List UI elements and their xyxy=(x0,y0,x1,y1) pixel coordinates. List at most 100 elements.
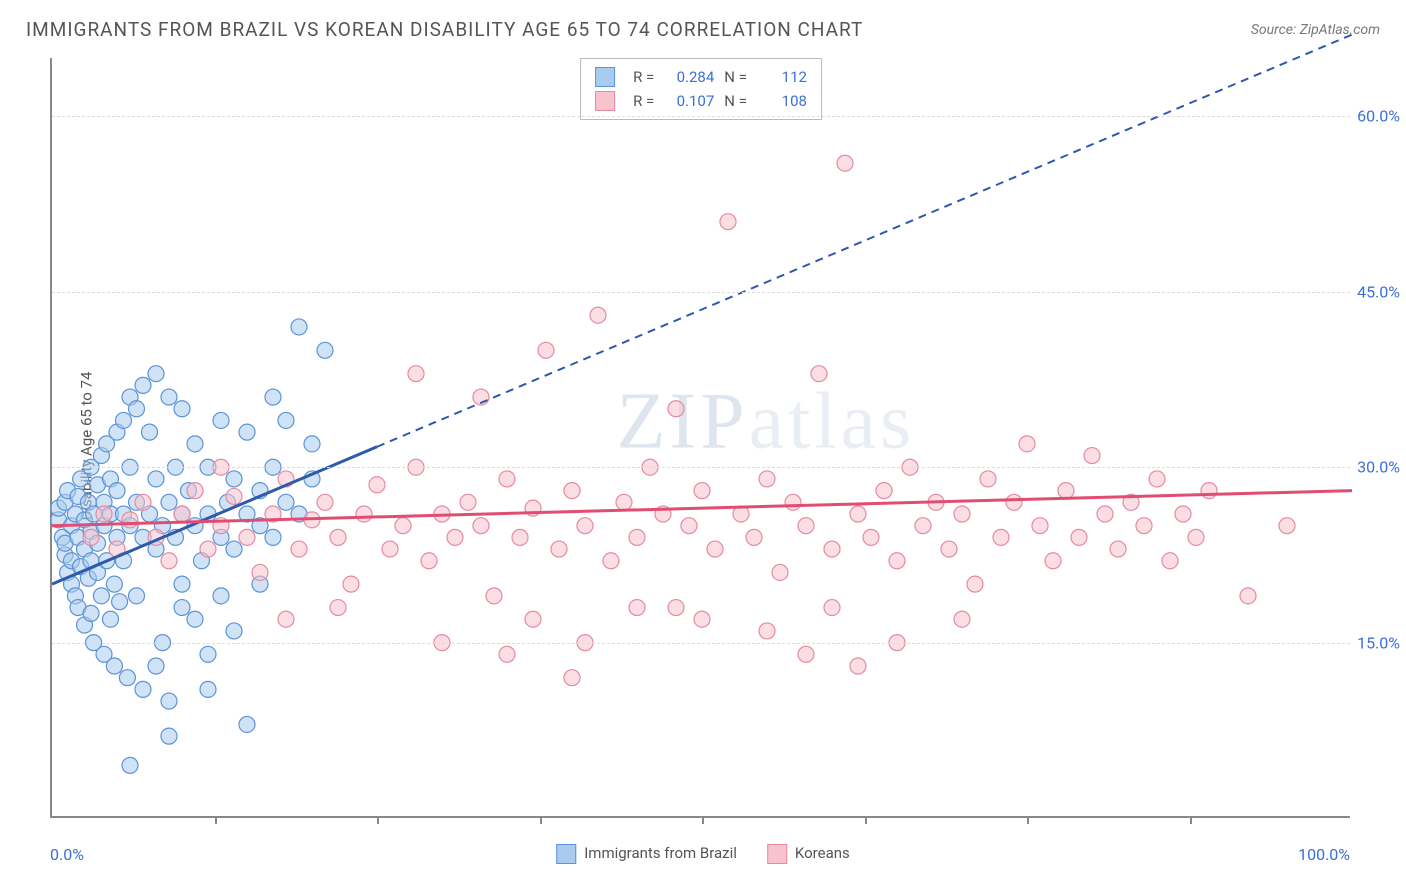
scatter-point xyxy=(473,518,489,534)
x-tick xyxy=(540,816,542,824)
scatter-point xyxy=(161,693,177,709)
scatter-point xyxy=(317,342,333,358)
scatter-point xyxy=(408,366,424,382)
scatter-point xyxy=(1279,518,1295,534)
y-tick-label: 60.0% xyxy=(1357,107,1400,126)
scatter-point xyxy=(278,412,294,428)
scatter-point xyxy=(876,483,892,499)
scatter-point xyxy=(109,483,125,499)
scatter-svg xyxy=(52,58,1350,816)
x-tick xyxy=(377,816,379,824)
scatter-point xyxy=(681,518,697,534)
scatter-point xyxy=(499,646,515,662)
scatter-point xyxy=(187,611,203,627)
scatter-point xyxy=(707,541,723,557)
scatter-point xyxy=(304,436,320,452)
scatter-point xyxy=(447,529,463,545)
legend-label: Immigrants from Brazil xyxy=(584,844,737,862)
scatter-point xyxy=(1110,541,1126,557)
series-legend: Immigrants from Brazil Koreans xyxy=(556,844,850,864)
scatter-point xyxy=(330,529,346,545)
scatter-point xyxy=(668,401,684,417)
scatter-point xyxy=(187,483,203,499)
scatter-point xyxy=(226,471,242,487)
scatter-point xyxy=(1240,588,1256,604)
scatter-point xyxy=(200,646,216,662)
scatter-point xyxy=(112,594,128,610)
scatter-point xyxy=(486,588,502,604)
scatter-point xyxy=(1019,436,1035,452)
scatter-point xyxy=(460,494,476,510)
scatter-point xyxy=(1084,448,1100,464)
legend-item: Koreans xyxy=(767,844,850,864)
x-tick xyxy=(702,816,704,824)
scatter-point xyxy=(421,553,437,569)
scatter-point xyxy=(330,600,346,616)
scatter-point xyxy=(538,342,554,358)
scatter-point xyxy=(174,600,190,616)
x-axis-min-label: 0.0% xyxy=(50,845,84,864)
scatter-point xyxy=(213,588,229,604)
grid-line xyxy=(52,467,1350,468)
scatter-point xyxy=(174,576,190,592)
scatter-point xyxy=(1045,553,1061,569)
scatter-point xyxy=(239,424,255,440)
scatter-point xyxy=(226,488,242,504)
scatter-point xyxy=(863,529,879,545)
scatter-point xyxy=(993,529,1009,545)
scatter-point xyxy=(525,611,541,627)
scatter-point xyxy=(161,389,177,405)
scatter-point xyxy=(291,541,307,557)
scatter-point xyxy=(915,518,931,534)
scatter-point xyxy=(1162,553,1178,569)
scatter-point xyxy=(1032,518,1048,534)
scatter-point xyxy=(668,600,684,616)
scatter-point xyxy=(291,319,307,335)
scatter-point xyxy=(83,605,99,621)
scatter-point xyxy=(356,506,372,522)
scatter-point xyxy=(148,366,164,382)
scatter-point xyxy=(106,658,122,674)
scatter-point xyxy=(187,436,203,452)
scatter-point xyxy=(694,483,710,499)
scatter-point xyxy=(629,529,645,545)
scatter-point xyxy=(161,494,177,510)
scatter-point xyxy=(265,389,281,405)
legend-label: Koreans xyxy=(795,844,850,862)
scatter-point xyxy=(746,529,762,545)
scatter-point xyxy=(200,681,216,697)
scatter-point xyxy=(395,518,411,534)
scatter-point xyxy=(239,529,255,545)
scatter-point xyxy=(161,553,177,569)
scatter-point xyxy=(798,646,814,662)
scatter-point xyxy=(720,214,736,230)
scatter-point xyxy=(135,681,151,697)
scatter-point xyxy=(967,576,983,592)
scatter-point xyxy=(564,483,580,499)
scatter-point xyxy=(119,670,135,686)
scatter-point xyxy=(1149,471,1165,487)
scatter-point xyxy=(603,553,619,569)
scatter-point xyxy=(941,541,957,557)
legend-swatch xyxy=(767,844,787,864)
source-credit: Source: ZipAtlas.com xyxy=(1251,22,1380,38)
scatter-point xyxy=(564,670,580,686)
scatter-point xyxy=(135,494,151,510)
scatter-point xyxy=(1097,506,1113,522)
scatter-point xyxy=(837,155,853,171)
scatter-point xyxy=(590,307,606,323)
y-tick-label: 45.0% xyxy=(1357,282,1400,301)
scatter-point xyxy=(824,541,840,557)
scatter-point xyxy=(174,401,190,417)
scatter-point xyxy=(980,471,996,487)
scatter-point xyxy=(317,494,333,510)
scatter-point xyxy=(369,477,385,493)
scatter-point xyxy=(1071,529,1087,545)
legend-item: Immigrants from Brazil xyxy=(556,844,737,864)
scatter-point xyxy=(850,658,866,674)
scatter-point xyxy=(759,471,775,487)
x-tick xyxy=(865,816,867,824)
scatter-point xyxy=(785,494,801,510)
scatter-point xyxy=(200,541,216,557)
grid-line xyxy=(52,292,1350,293)
